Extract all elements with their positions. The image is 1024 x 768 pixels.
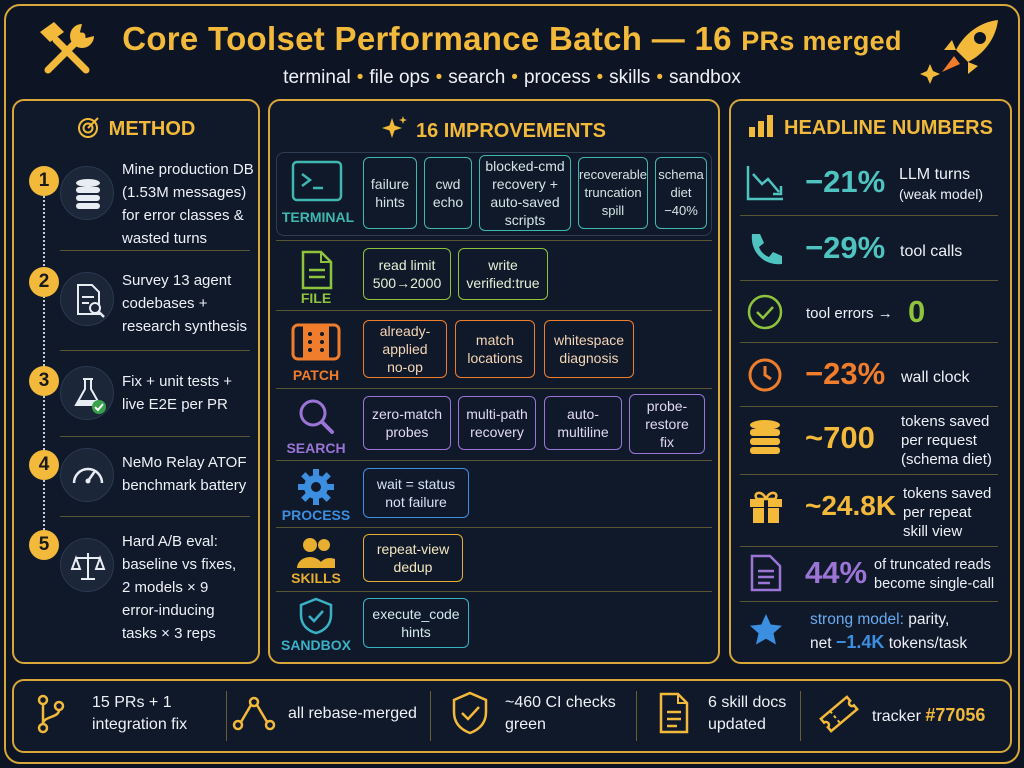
improvement-chip: multi-path recovery: [458, 396, 536, 450]
headline-value: −29%: [805, 230, 886, 265]
shield-check-icon: [298, 597, 334, 635]
improvement-chip: match locations: [455, 320, 535, 378]
headline-desc: tool calls: [900, 243, 963, 260]
rebase-merge-icon: [232, 696, 276, 732]
step-number: 2: [29, 267, 59, 297]
headline-value: −1.4K: [835, 632, 885, 652]
step-number: 5: [29, 530, 59, 560]
page-subtitle: terminal • file ops • search • process • skills •…: [283, 67, 741, 88]
trend-down-icon: [745, 162, 785, 202]
step-number: 4: [29, 450, 59, 480]
category-patch: PATCH: [292, 367, 340, 383]
category-file: FILE: [300, 290, 332, 306]
summary-text: ~460 CI checks green: [505, 694, 616, 733]
star-icon: [748, 612, 784, 648]
improvement-chip: auto- multiline: [544, 396, 622, 450]
category-search: SEARCH: [286, 440, 346, 456]
file-icon: [300, 250, 334, 290]
step-text: Survey 13 agent codebases + research syn…: [122, 272, 248, 335]
summary-text: 6 skill docs updated: [708, 694, 787, 733]
rocket-icon: [920, 16, 1010, 88]
bar-chart-icon: [749, 115, 774, 137]
improvement-chip: schema diet −40%: [655, 157, 707, 229]
category-skills: SKILLS: [291, 570, 341, 586]
outer-frame: [4, 4, 1020, 764]
shield-check-icon: [450, 690, 490, 736]
improvement-chip: cwd echo: [424, 157, 472, 229]
step-text: Hard A/B eval: baseline vs fixes, 2 mode…: [122, 533, 237, 642]
summary-text: 15 PRs + 1 integration fix: [92, 694, 188, 733]
hammer-wrench-icon: [34, 18, 100, 84]
improvement-chip: zero-match probes: [363, 396, 451, 450]
step-text: Mine production DB (1.53M messages) for …: [122, 161, 254, 247]
document-search-icon: [60, 272, 114, 326]
improvement-chip: failure hints: [363, 157, 417, 229]
page-title: Core Toolset Performance Batch — 16 PRs …: [122, 20, 902, 57]
check-circle-icon: [746, 293, 784, 331]
coin-stack-icon: [748, 418, 782, 458]
improvements-panel: 16 IMPROVEMENTS: [268, 99, 720, 664]
headline-desc: tokens saved per request (schema diet): [901, 413, 992, 468]
improvement-chip: read limit 500→2000: [363, 248, 451, 300]
summary-bar: [12, 679, 1012, 753]
sparkle-icon: [381, 116, 407, 138]
patch-icon: [291, 322, 341, 362]
headline-value: ~700: [805, 420, 875, 455]
scales-icon: [60, 538, 114, 592]
clock-icon: [746, 355, 784, 393]
headline-value: −21%: [805, 164, 886, 199]
users-icon: [296, 536, 336, 570]
improvement-chip: write verified:true: [458, 248, 548, 300]
flask-check-icon: [60, 366, 114, 420]
headline-desc: LLM turns: [899, 166, 971, 183]
headline-desc: tokens saved per repeat skill view: [903, 485, 992, 540]
category-sandbox: SANDBOX: [280, 637, 351, 653]
terminal-icon: [291, 160, 343, 202]
headline-desc: wall clock: [901, 369, 970, 386]
summary-text: tracker #77056: [872, 705, 986, 725]
ticket-icon: [818, 694, 860, 734]
headline-value: 44%: [805, 555, 868, 590]
headline-desc: strong model: parity, net −1.4K tokens/t…: [810, 611, 968, 652]
step-number: 1: [29, 166, 59, 196]
git-branch-icon: [36, 694, 66, 734]
improvement-chip: recoverable truncation spill: [578, 157, 648, 229]
method-title: METHOD: [14, 115, 258, 141]
terminal-row: [276, 152, 712, 236]
improvement-chip: wait = status not failure: [363, 468, 469, 518]
improvement-chip: whitespace diagnosis: [544, 320, 634, 378]
headline-desc: tool errors →: [806, 305, 893, 322]
phone-icon: [746, 230, 784, 268]
gift-icon: [747, 487, 785, 525]
improvement-chip: repeat-view dedup: [363, 534, 463, 582]
improvement-chip: already- applied no-op: [363, 320, 447, 378]
headline-value: −23%: [805, 356, 886, 391]
category-terminal: TERMINAL: [281, 209, 355, 225]
database-icon: [60, 166, 114, 220]
search-icon: [296, 396, 336, 436]
summary-text: all rebase-merged: [288, 705, 417, 722]
improvement-chip: execute_code hints: [363, 598, 469, 648]
document-icon: [658, 692, 690, 734]
tracker-link[interactable]: #77056: [925, 705, 986, 725]
target-icon: [77, 117, 99, 138]
headline-title: HEADLINE NUMBERS: [731, 115, 1010, 140]
improvement-chip: blocked-cmd recovery + auto-saved script…: [479, 155, 571, 231]
step-text: NeMo Relay ATOF benchmark battery: [122, 454, 247, 494]
improvement-chip: probe- restore fix: [629, 394, 705, 454]
headline-value: 0: [908, 294, 926, 329]
improvements-title: 16 IMPROVEMENTS: [270, 115, 718, 143]
gear-icon: [297, 468, 335, 506]
gauge-icon: [60, 448, 114, 502]
headline-desc: of truncated reads become single-call: [874, 557, 995, 592]
step-text: Fix + unit tests + live E2E per PR: [122, 373, 233, 413]
category-process: PROCESS: [281, 507, 351, 523]
step-number: 3: [29, 366, 59, 396]
document-icon: [749, 554, 783, 592]
headline-value: ~24.8K: [805, 490, 897, 521]
headline-desc: (weak model): [899, 186, 984, 202]
